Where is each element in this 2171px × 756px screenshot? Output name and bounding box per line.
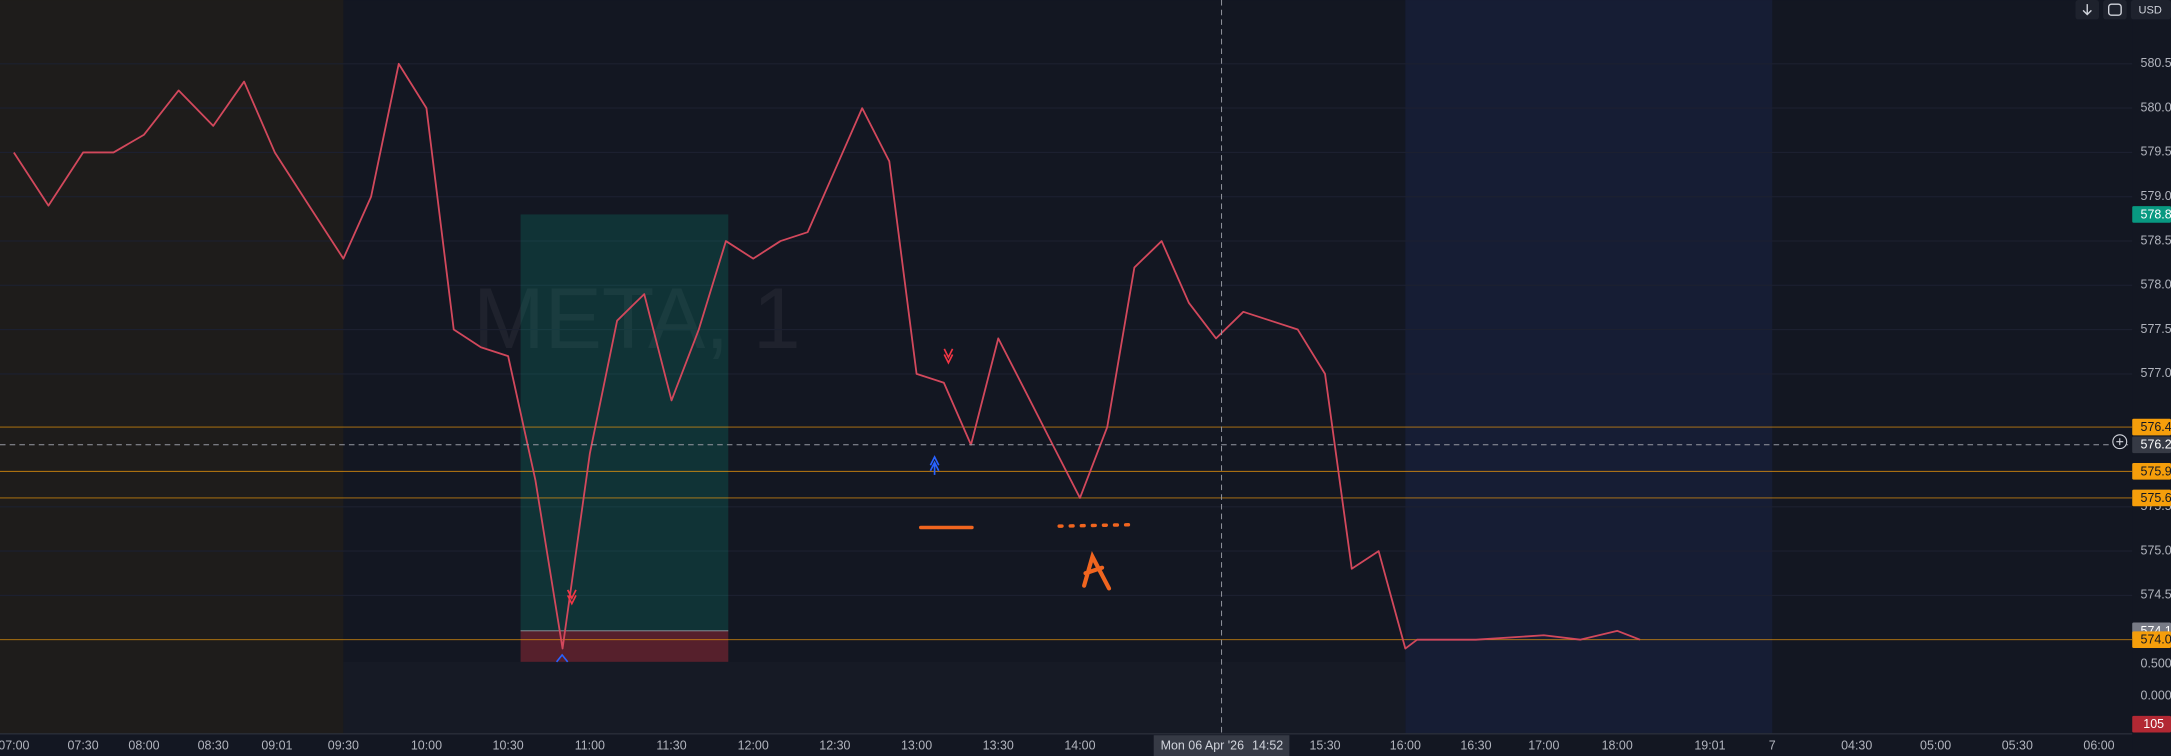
level-label: 575.9 xyxy=(2141,464,2171,478)
x-tick-label: 09:01 xyxy=(261,739,292,753)
premarket-shade xyxy=(0,0,344,734)
y-tick-label: 575.0 xyxy=(2141,543,2171,557)
indicator-tick-label: 0.000 xyxy=(2141,689,2171,703)
y-tick-label: 579.0 xyxy=(2141,189,2171,203)
reset-button[interactable] xyxy=(2103,0,2127,20)
x-tick-label: 12:00 xyxy=(738,739,769,753)
level-label: 576.4 xyxy=(2141,420,2171,434)
indicator-last-badge xyxy=(2132,715,2171,733)
x-tick-label: 05:30 xyxy=(2002,739,2033,753)
level-badge xyxy=(2132,631,2171,648)
target-badge xyxy=(2132,206,2171,223)
level-badge xyxy=(2132,463,2171,480)
buy-marker xyxy=(555,653,569,663)
y-tick-label: 580.5 xyxy=(2141,56,2171,70)
y-tick-label: 578.0 xyxy=(2141,278,2171,292)
x-tick-label: 14:00 xyxy=(1064,739,1095,753)
y-tick-label: 580.0 xyxy=(2141,100,2171,114)
sell-marker xyxy=(943,348,954,365)
crosshair-price-badge xyxy=(2132,436,2171,454)
x-tick-label: 05:00 xyxy=(1920,739,1951,753)
level-badge xyxy=(2132,489,2171,507)
watermark: META, 1 xyxy=(473,271,800,367)
x-tick-label: 16:30 xyxy=(1460,739,1491,753)
x-tick-label: 11:00 xyxy=(575,739,605,753)
x-tick-label: 15:30 xyxy=(1309,739,1340,753)
x-tick-label: 10:30 xyxy=(493,739,524,753)
price-line xyxy=(13,62,1641,650)
x-tick-label: 07:30 xyxy=(67,739,98,753)
x-tick-label: 13:30 xyxy=(983,739,1014,753)
x-tick-label: 12:30 xyxy=(819,739,850,753)
x-tick-label: 19:01 xyxy=(1694,739,1725,753)
x-tick-label: 10:00 xyxy=(411,739,442,753)
stop-zone xyxy=(520,630,729,662)
add-icon xyxy=(2116,438,2124,446)
crosshair-date: Mon 06 Apr '26 xyxy=(1161,739,1244,753)
x-tick-label: 08:30 xyxy=(198,739,229,753)
toolbar: USD xyxy=(2075,0,2171,20)
plot xyxy=(0,0,2133,734)
indicator-tick-label: 0.500 xyxy=(2141,657,2171,671)
x-tick-label: 04:30 xyxy=(1841,739,1872,753)
x-tick-label: 17:00 xyxy=(1528,739,1559,753)
x-tick-label: 13:00 xyxy=(901,739,932,753)
currency: USD xyxy=(2139,4,2162,16)
indicator-last-label: 105 xyxy=(2143,717,2164,731)
x-tick-label: 18:00 xyxy=(1602,739,1633,753)
buy-marker xyxy=(929,455,940,475)
crosshair-price-label: 576.2 xyxy=(2141,438,2171,452)
y-tick-label: 579.5 xyxy=(2141,145,2171,159)
x-tick-label: 06:00 xyxy=(2083,739,2114,753)
x-tick-label: 09:30 xyxy=(328,739,359,753)
scroll-icon xyxy=(2082,4,2092,16)
x-tick-label: 7 xyxy=(1769,739,1776,753)
y-tick-label: 578.5 xyxy=(2141,233,2171,247)
target-zone xyxy=(520,214,729,631)
currency-button[interactable] xyxy=(2130,0,2171,20)
level-label: 574.0 xyxy=(2141,633,2171,647)
x-tick-label: 07:00 xyxy=(0,739,29,753)
x-tick-label: 08:00 xyxy=(128,739,159,753)
y-tick-label: 577.0 xyxy=(2141,366,2171,380)
y-tick-label: 574.5 xyxy=(2141,588,2171,602)
drawing-dotted xyxy=(1057,523,1131,528)
crosshair-time: 14:52 xyxy=(1252,739,1283,753)
level-label: 575.6 xyxy=(2141,491,2171,505)
x-tick-label: 11:30 xyxy=(656,739,686,753)
afterhours-shade xyxy=(1405,0,1773,734)
sell-marker xyxy=(566,589,577,606)
axis-layer: 580.5 580.0 579.5 579.0 578.5 578.0 577.5 577.0… xyxy=(0,56,2171,756)
level-badge xyxy=(2132,418,2171,436)
crosshair-time-badge xyxy=(1153,735,1290,756)
target-label: 578.8 xyxy=(2141,207,2171,221)
x-tick-label: 16:00 xyxy=(1390,739,1421,753)
reset-icon xyxy=(2108,3,2122,16)
drawing-letter xyxy=(1082,551,1112,591)
y-tick-label: 577.5 xyxy=(2141,322,2171,336)
indicator-pane xyxy=(343,661,1406,734)
